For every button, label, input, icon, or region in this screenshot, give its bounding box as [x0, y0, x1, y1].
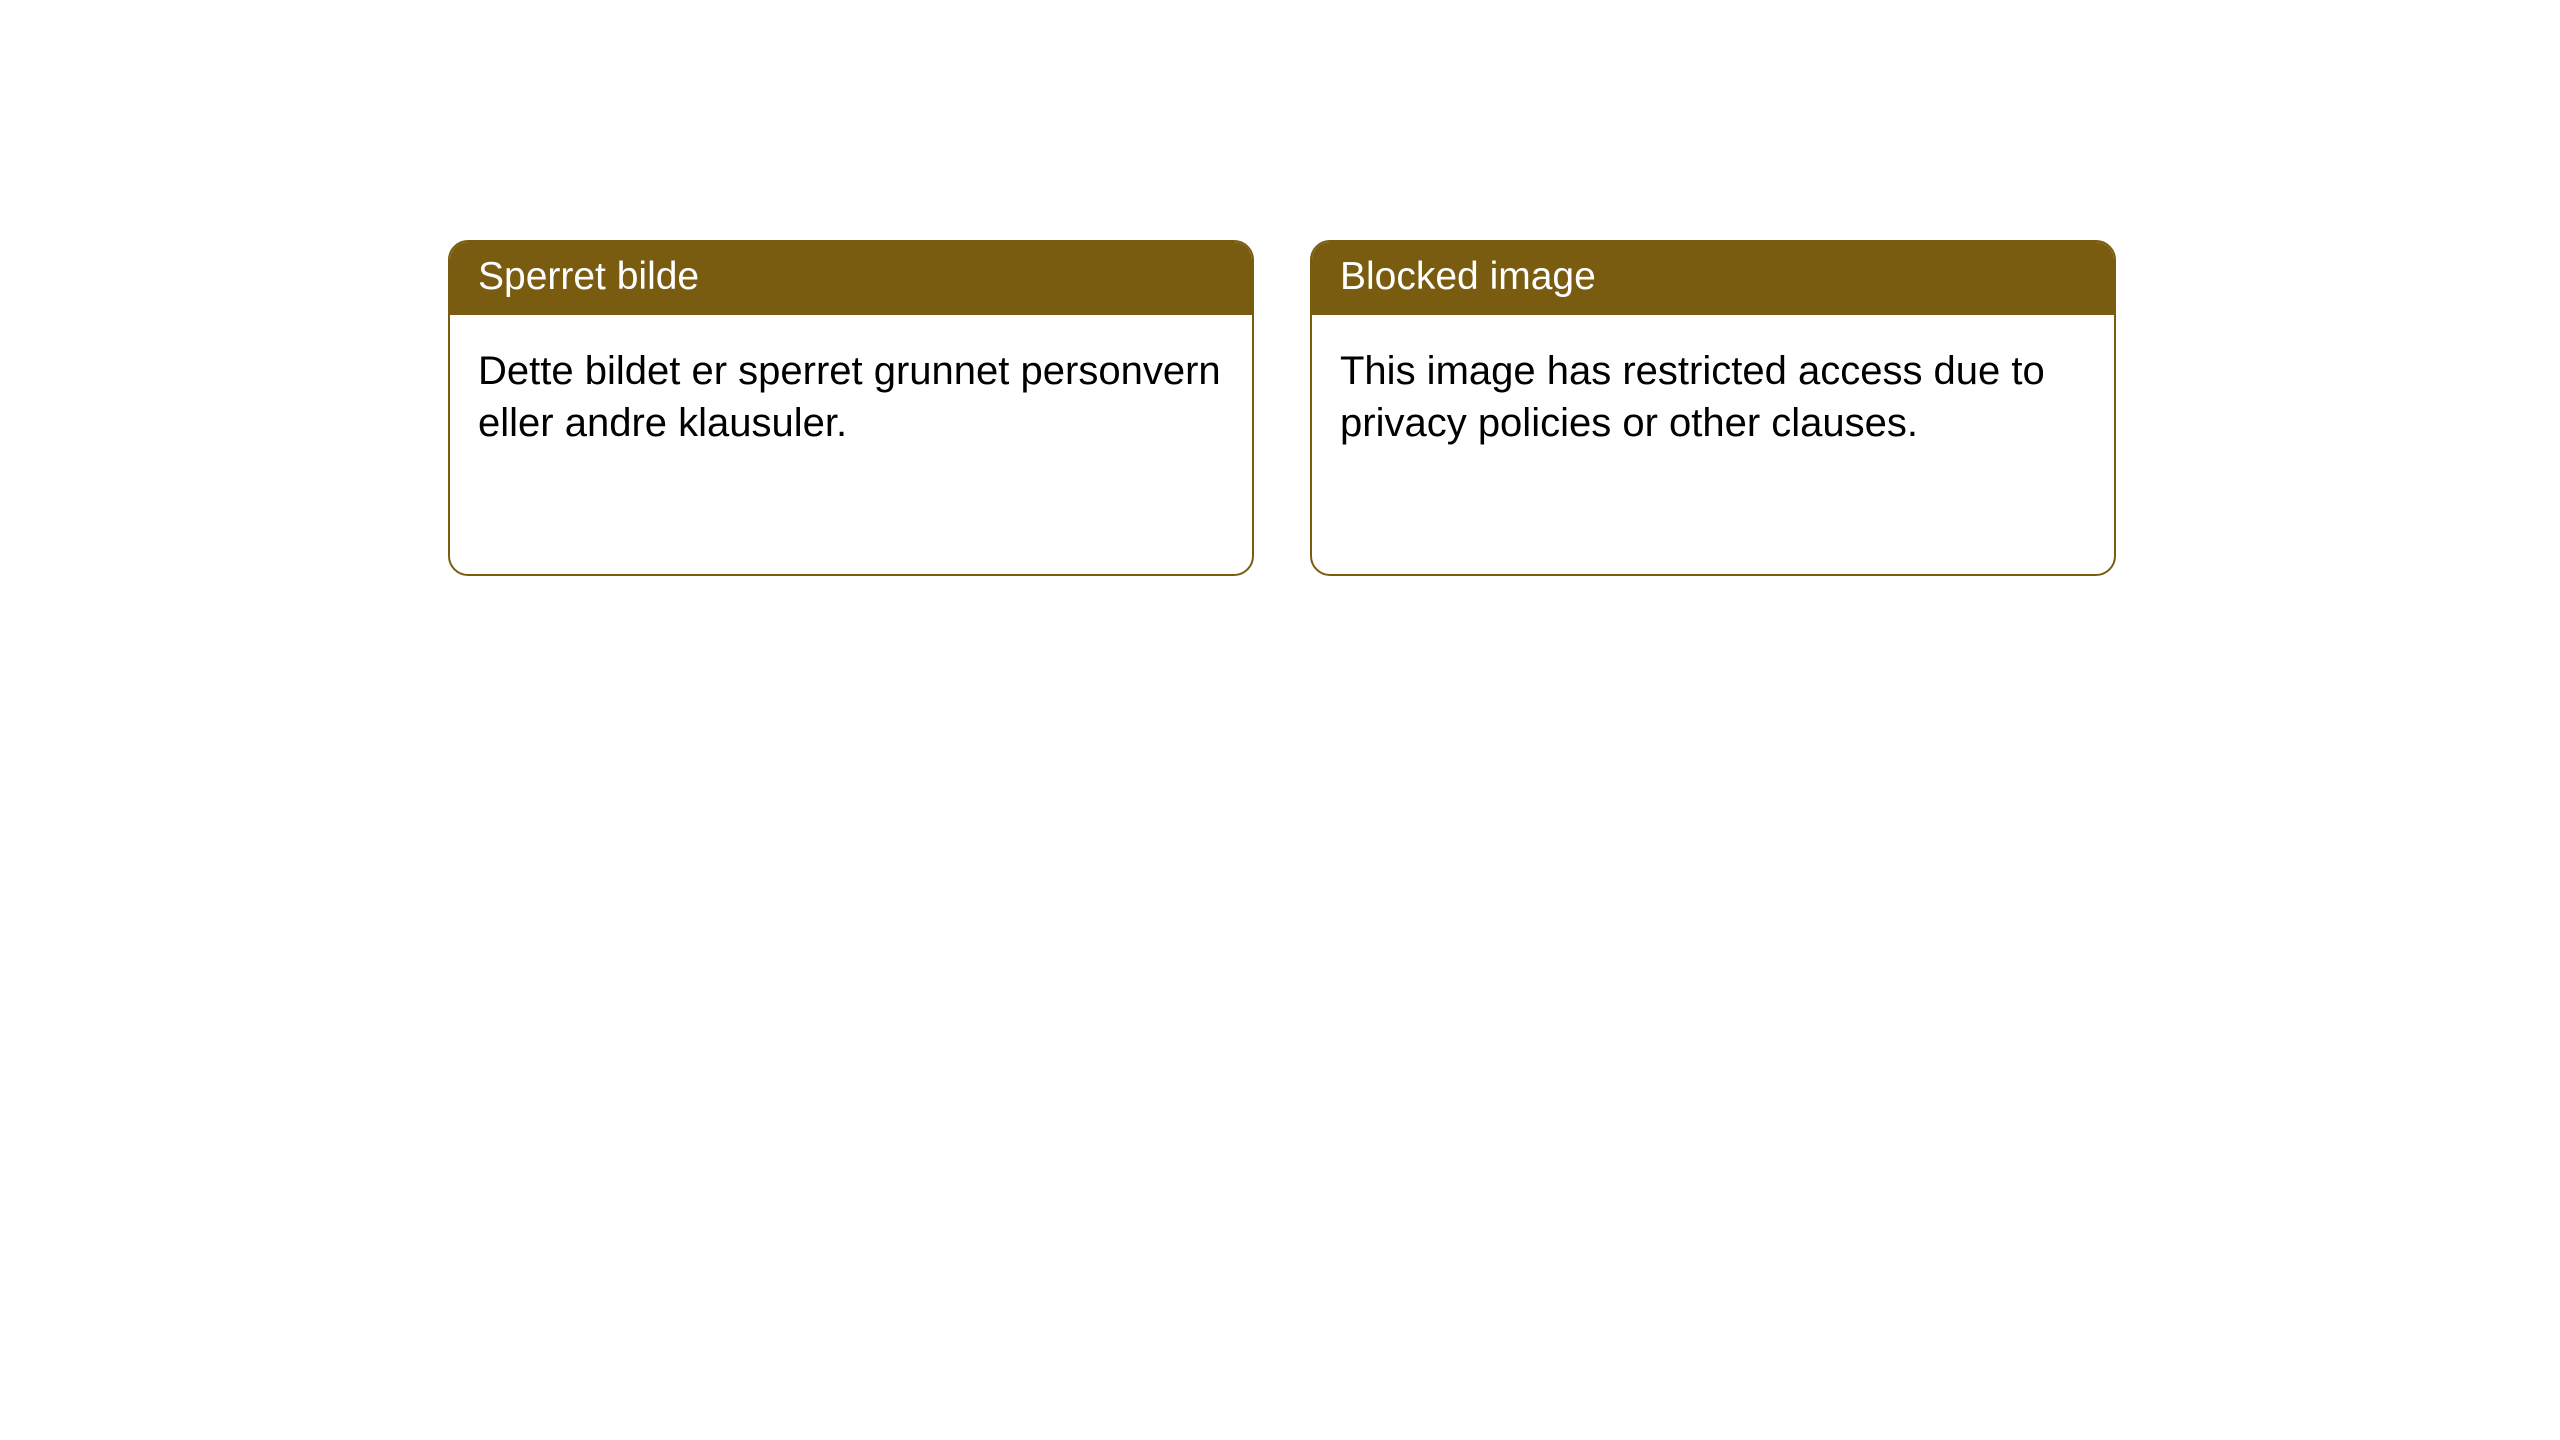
notice-card-title-english: Blocked image	[1312, 242, 2114, 315]
notice-card-english: Blocked image This image has restricted …	[1310, 240, 2116, 576]
notice-cards-container: Sperret bilde Dette bildet er sperret gr…	[448, 240, 2116, 576]
notice-card-body-english: This image has restricted access due to …	[1312, 315, 2114, 479]
notice-card-norwegian: Sperret bilde Dette bildet er sperret gr…	[448, 240, 1254, 576]
notice-card-title-norwegian: Sperret bilde	[450, 242, 1252, 315]
notice-card-body-norwegian: Dette bildet er sperret grunnet personve…	[450, 315, 1252, 479]
